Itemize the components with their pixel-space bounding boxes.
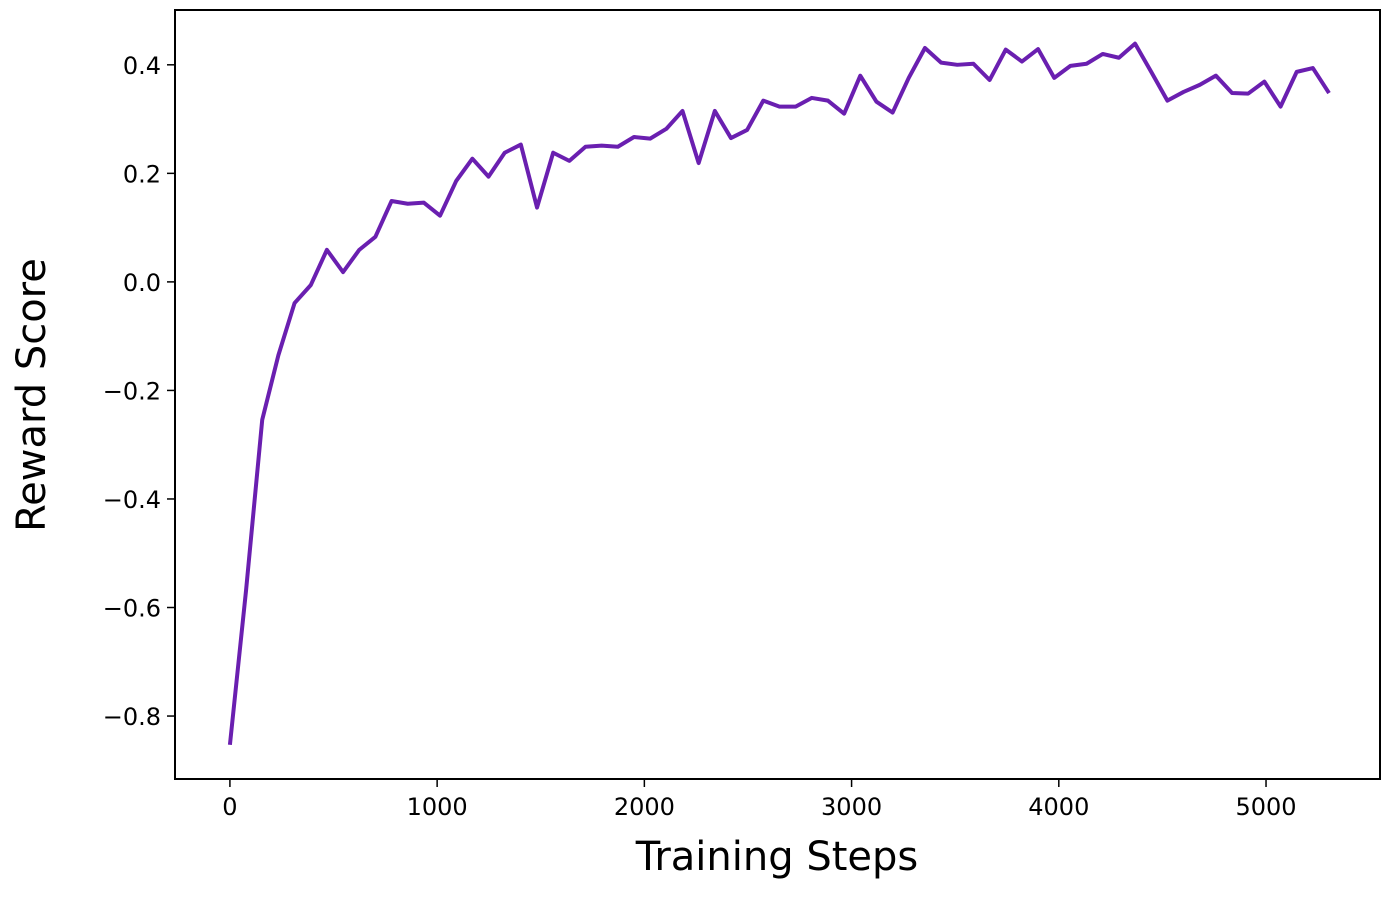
plot-frame — [174, 9, 1381, 780]
y-tick-label: 0.4 — [123, 52, 161, 80]
x-tick-label: 2000 — [614, 793, 675, 821]
y-tick-label: −0.8 — [103, 703, 161, 731]
y-tick-label: 0.2 — [123, 160, 161, 188]
x-tick-label: 3000 — [821, 793, 882, 821]
y-tick-label: −0.2 — [103, 377, 161, 405]
y-tick-label: −0.6 — [103, 595, 161, 623]
y-tick-label: −0.4 — [103, 486, 161, 514]
x-tick-label: 1000 — [407, 793, 468, 821]
y-tick-label: 0.0 — [123, 269, 161, 297]
line-series — [227, 41, 1331, 746]
y-axis-label: Reward Score — [9, 258, 55, 532]
x-axis-label: Training Steps — [635, 834, 918, 880]
x-tick-label: 5000 — [1235, 793, 1296, 821]
x-tick-label: 4000 — [1028, 793, 1089, 821]
x-tick-label: 0 — [222, 793, 237, 821]
